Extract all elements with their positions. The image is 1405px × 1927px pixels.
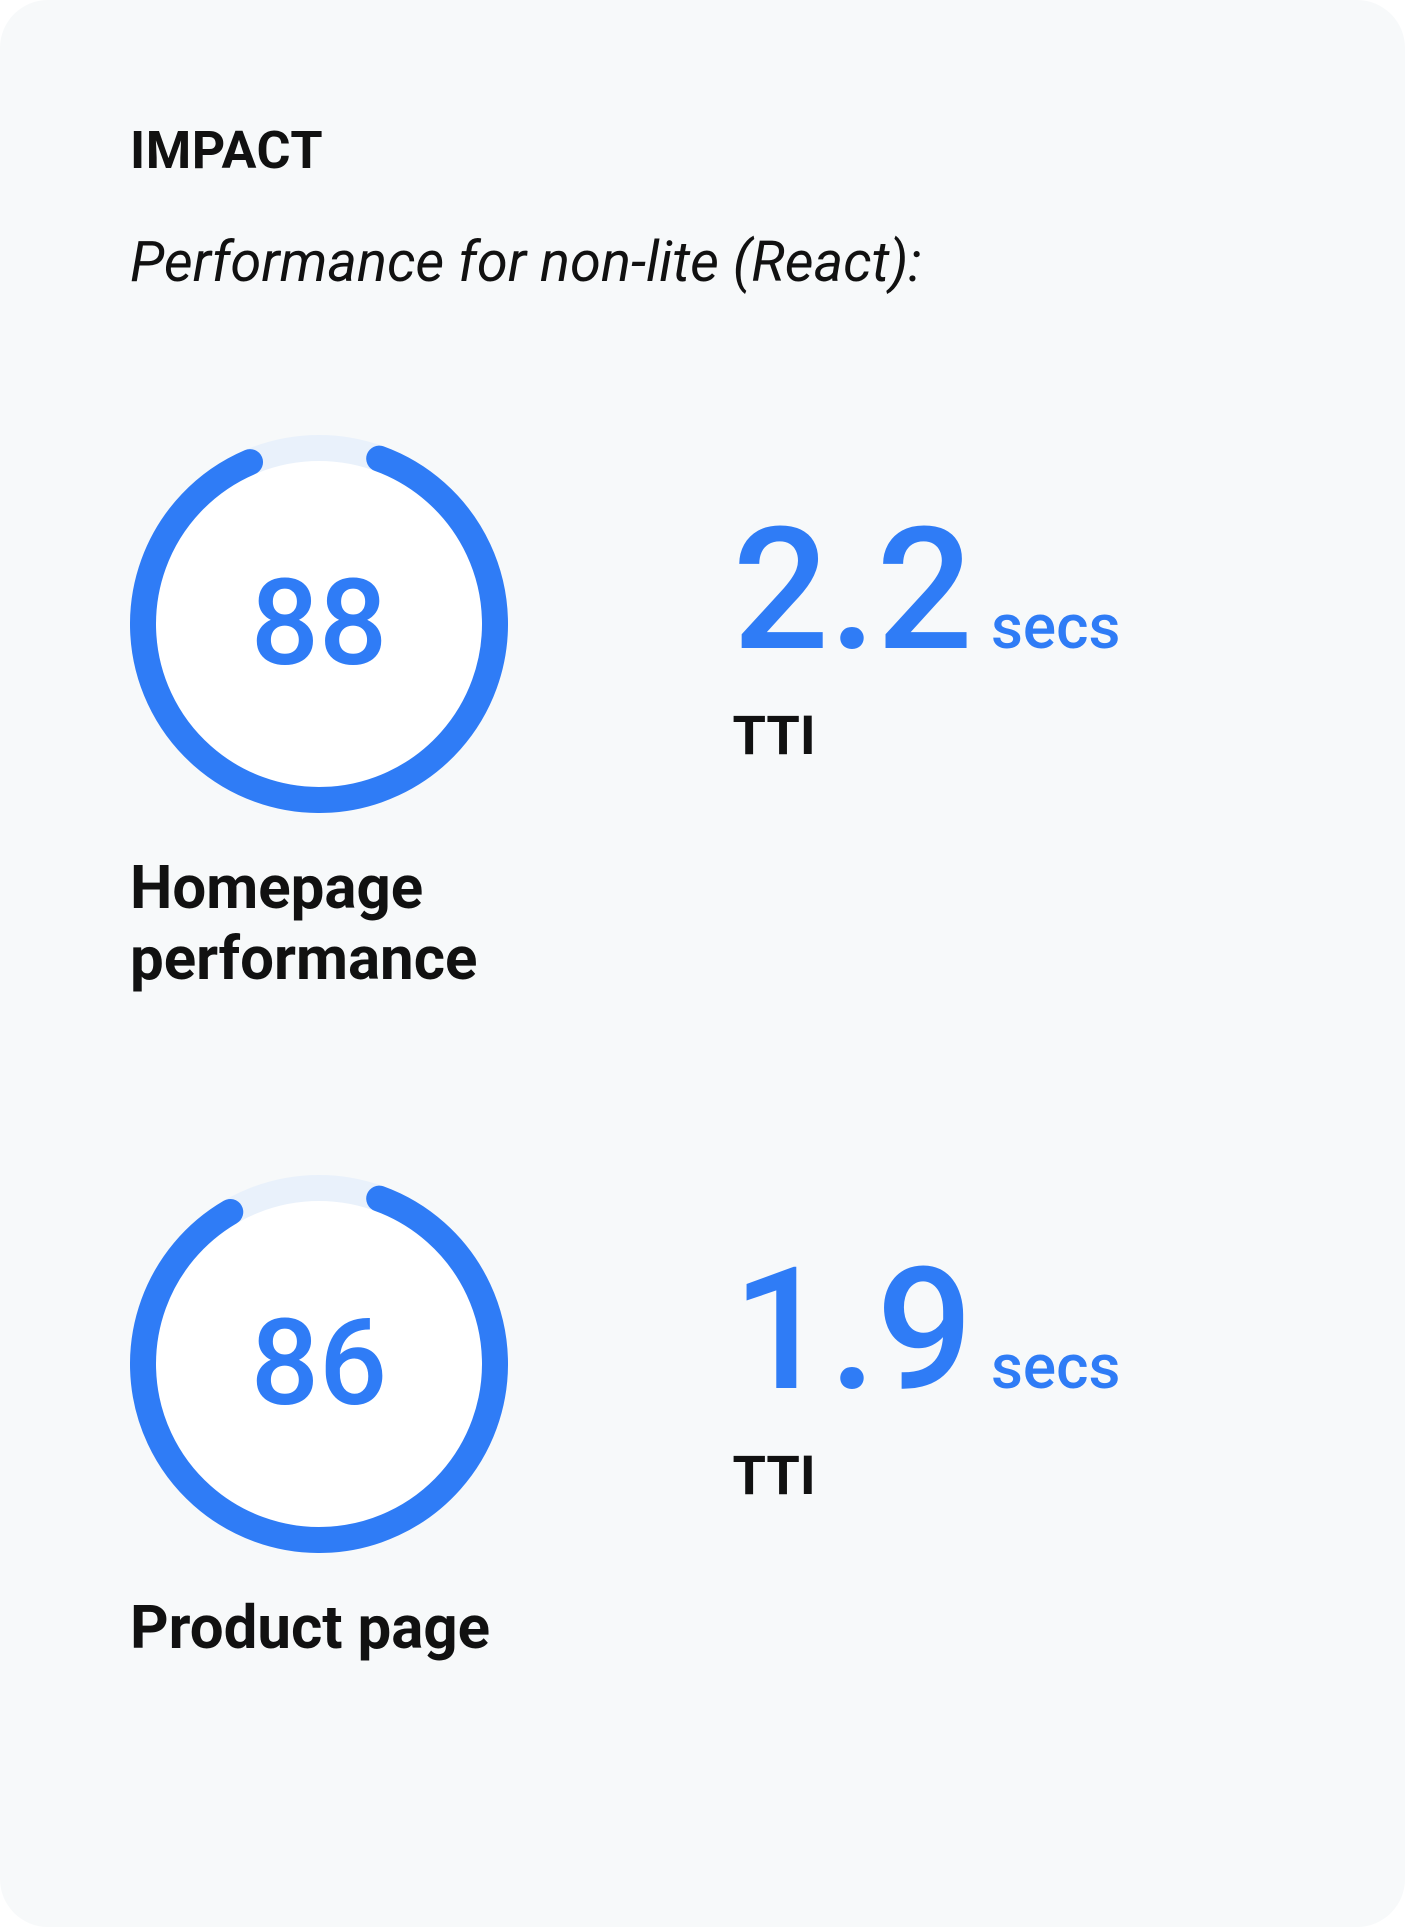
metric-rows: 88 Homepage performance 2.2 secs TTI 86 … bbox=[130, 435, 1275, 1663]
tti-block-product: 1.9 secs TTI bbox=[733, 1175, 1276, 1508]
metric-row: 86 Product page 1.9 secs TTI bbox=[130, 1175, 1275, 1664]
card-heading: IMPACT bbox=[130, 120, 1275, 181]
gauge-label: Homepage performance bbox=[130, 853, 548, 995]
gauge-label: Product page bbox=[130, 1593, 490, 1664]
gauge-product: 86 bbox=[130, 1175, 508, 1553]
metric-row: 88 Homepage performance 2.2 secs TTI bbox=[130, 435, 1275, 995]
tti-unit: secs bbox=[991, 1331, 1120, 1404]
gauge-block-homepage: 88 Homepage performance bbox=[130, 435, 673, 995]
gauge-homepage: 88 bbox=[130, 435, 508, 813]
tti-block-homepage: 2.2 secs TTI bbox=[733, 435, 1276, 768]
gauge-block-product: 86 Product page bbox=[130, 1175, 673, 1664]
gauge-score: 88 bbox=[130, 435, 508, 813]
tti-value: 1.9 bbox=[733, 1245, 973, 1415]
tti-label: TTI bbox=[733, 1445, 816, 1508]
impact-card: IMPACT Performance for non-lite (React):… bbox=[0, 0, 1405, 1927]
tti-value-line: 2.2 secs bbox=[733, 505, 1121, 675]
card-subheading: Performance for non-lite (React): bbox=[130, 229, 1275, 295]
tti-unit: secs bbox=[991, 591, 1120, 664]
gauge-score: 86 bbox=[130, 1175, 508, 1553]
tti-label: TTI bbox=[733, 705, 816, 768]
tti-value: 2.2 bbox=[733, 505, 973, 675]
tti-value-line: 1.9 secs bbox=[733, 1245, 1121, 1415]
